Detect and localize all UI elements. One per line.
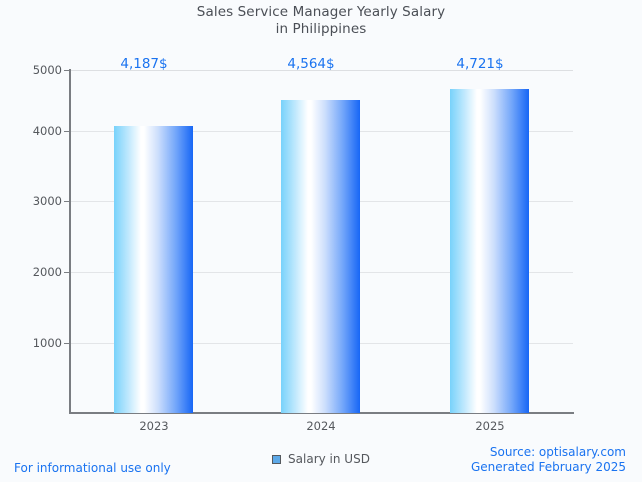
y-axis-tick-2000	[64, 272, 70, 273]
y-axis-label-2000: 2000	[32, 265, 62, 279]
y-axis-tick-3000	[64, 201, 70, 202]
footer-source: Source: optisalary.com	[489, 445, 626, 459]
y-axis-label-4000: 4000	[32, 124, 62, 138]
footer-disclaimer: For informational use only	[14, 461, 171, 475]
chart-legend: Salary in USD	[0, 452, 642, 466]
footer-source-block: Source: optisalary.com Generated Februar…	[471, 445, 626, 475]
footer-generated: Generated February 2025	[470, 460, 626, 474]
y-axis-tick-1000	[64, 343, 70, 344]
x-axis-label-2025: 2025	[475, 419, 505, 433]
bars-layer	[70, 70, 573, 413]
y-axis-labels: 5000 4000 3000 2000 1000	[8, 0, 62, 482]
legend-label-salary: Salary in USD	[288, 452, 370, 466]
y-axis-line	[69, 69, 71, 414]
bar-2023[interactable]	[114, 126, 193, 413]
bar-2025[interactable]	[450, 89, 529, 413]
legend-swatch-icon	[272, 454, 282, 464]
chart-title: Sales Service Manager Yearly Salary in P…	[0, 4, 642, 38]
gridline-5000	[70, 70, 573, 71]
x-axis-label-2023: 2023	[139, 419, 169, 433]
y-axis-tick-4000	[64, 131, 70, 132]
chart-title-line-1: Sales Service Manager Yearly Salary	[196, 4, 446, 20]
y-axis-label-1000: 1000	[32, 336, 62, 350]
x-axis-label-2024: 2024	[306, 419, 336, 433]
value-label-2025: 4,721$	[456, 56, 504, 72]
bar-2024[interactable]	[281, 100, 360, 413]
y-axis-label-5000: 5000	[32, 63, 62, 77]
y-axis-tick-5000	[64, 70, 70, 71]
chart-title-line-2: in Philippines	[275, 21, 367, 37]
value-label-2024: 4,564$	[287, 56, 335, 72]
value-label-2023: 4,187$	[120, 56, 168, 72]
y-axis-label-3000: 3000	[32, 194, 62, 208]
